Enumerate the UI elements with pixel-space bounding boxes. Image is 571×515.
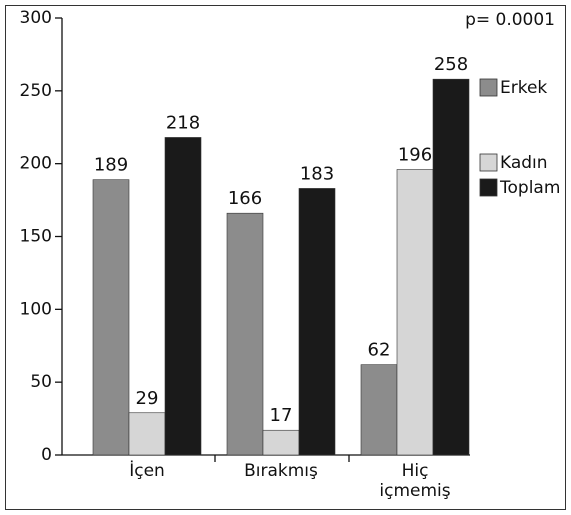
x-tick-label: Hiç içmemiş (379, 461, 450, 501)
legend-label: Toplam (499, 178, 560, 198)
frame (5, 5, 566, 510)
y-tick-label: 150 (20, 227, 52, 247)
annotation: p= 0.0001 (465, 10, 555, 30)
value-label: 62 (368, 340, 391, 361)
value-label: 166 (228, 188, 262, 209)
value-label: 17 (270, 405, 293, 426)
value-label: 183 (300, 163, 334, 184)
legend-swatch (479, 78, 498, 97)
bar (164, 137, 202, 456)
value-label: 189 (94, 155, 128, 176)
bar (360, 364, 398, 456)
y-tick-label: 0 (41, 445, 52, 465)
bar (226, 212, 264, 456)
legend-swatch (479, 178, 498, 197)
bar (298, 188, 336, 456)
y-tick-label: 100 (20, 299, 52, 319)
bar (262, 429, 300, 456)
value-label: 196 (398, 144, 432, 165)
legend-label: Kadın (500, 153, 548, 173)
value-label: 218 (166, 112, 200, 133)
legend-label: Erkek (500, 78, 547, 98)
y-tick-label: 300 (20, 8, 52, 28)
legend-swatch (479, 153, 498, 172)
value-label: 258 (434, 54, 468, 75)
y-tick-label: 50 (30, 372, 52, 392)
x-tick-label: Bırakmış (244, 461, 318, 481)
y-tick-label: 250 (20, 81, 52, 101)
bar (396, 169, 434, 456)
x-tick-label: İçen (129, 460, 165, 481)
bar (128, 412, 166, 456)
bar (92, 179, 130, 456)
y-tick-label: 200 (20, 154, 52, 174)
bar (432, 78, 470, 456)
value-label: 29 (136, 388, 159, 409)
